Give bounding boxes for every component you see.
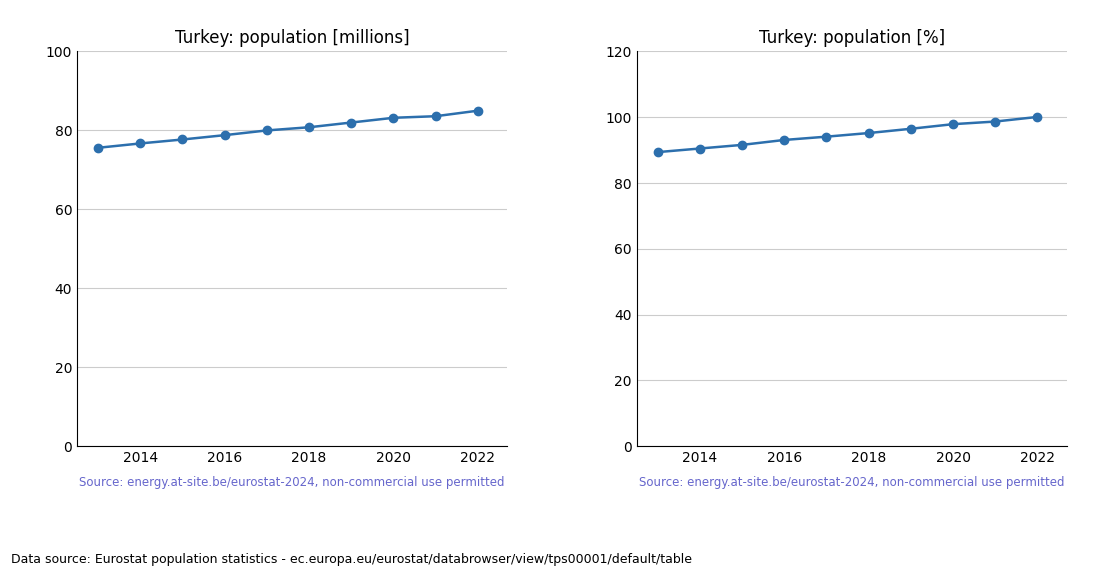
- Text: Data source: Eurostat population statistics - ec.europa.eu/eurostat/databrowser/: Data source: Eurostat population statist…: [11, 553, 692, 566]
- Title: Turkey: population [%]: Turkey: population [%]: [759, 29, 945, 47]
- Title: Turkey: population [millions]: Turkey: population [millions]: [175, 29, 409, 47]
- X-axis label: Source: energy.at-site.be/eurostat-2024, non-commercial use permitted: Source: energy.at-site.be/eurostat-2024,…: [79, 476, 505, 489]
- X-axis label: Source: energy.at-site.be/eurostat-2024, non-commercial use permitted: Source: energy.at-site.be/eurostat-2024,…: [639, 476, 1065, 489]
